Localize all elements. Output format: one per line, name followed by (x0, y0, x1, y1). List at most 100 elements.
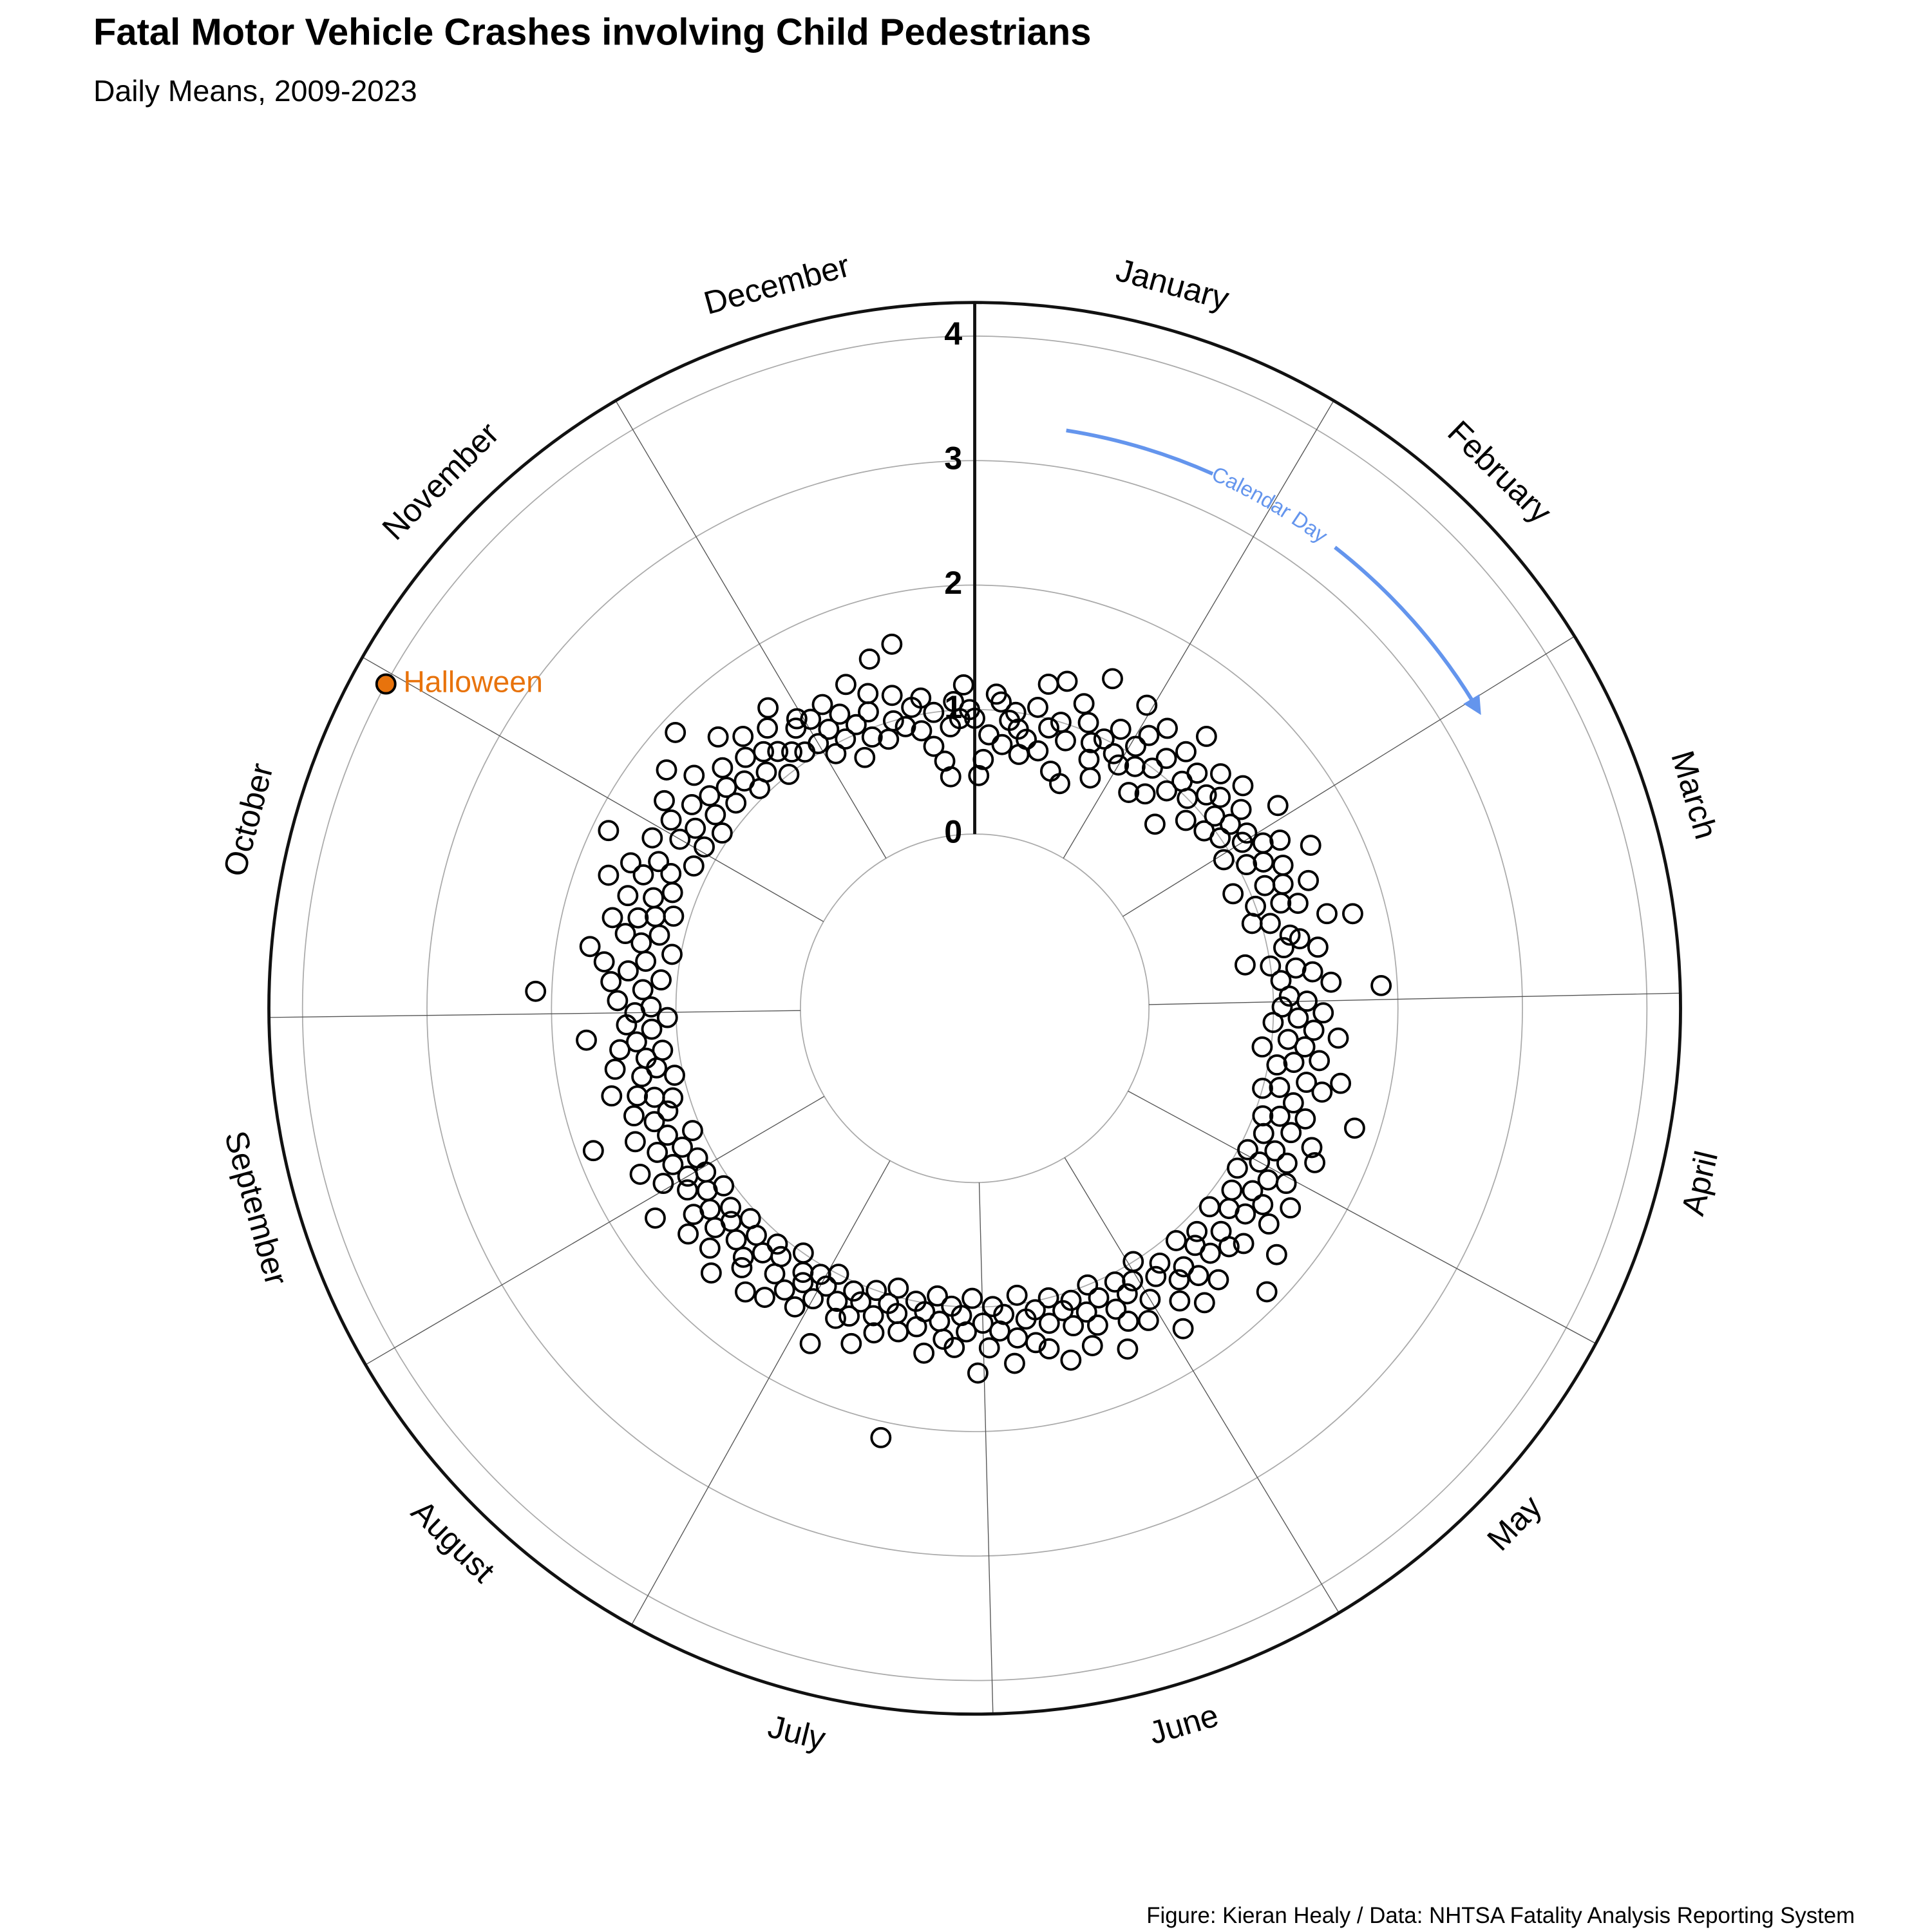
point (887, 1277, 909, 1299)
point (861, 726, 883, 748)
point (579, 936, 601, 958)
point (913, 1342, 935, 1364)
point (681, 794, 703, 815)
point (1195, 784, 1217, 806)
grid-spoke (362, 656, 824, 922)
point (1186, 762, 1208, 784)
point (1052, 1300, 1074, 1321)
point (632, 864, 654, 886)
point (1256, 1281, 1278, 1303)
point (617, 885, 639, 907)
point (1015, 1308, 1037, 1330)
chart-subtitle: Daily Means, 2009-2023 (93, 74, 417, 108)
point (641, 827, 663, 849)
grid-spoke (1128, 1090, 1596, 1344)
annotation: Halloween (403, 665, 543, 698)
point (1265, 1244, 1287, 1265)
point (878, 1293, 900, 1314)
point (1105, 1298, 1127, 1320)
point (755, 761, 777, 783)
point (1080, 732, 1102, 753)
point (601, 907, 623, 929)
point (1312, 1002, 1334, 1024)
point (1142, 757, 1163, 779)
point (835, 728, 857, 750)
point (972, 1312, 994, 1334)
y-tick-label: 4 (944, 316, 962, 352)
point (929, 1311, 951, 1332)
y-tick-label: 3 (944, 440, 962, 476)
point (858, 649, 880, 670)
month-label: March (1664, 746, 1724, 843)
grid-circle (800, 833, 1150, 1184)
point (857, 683, 879, 705)
point (1060, 1349, 1082, 1371)
point (1208, 1269, 1229, 1291)
point (770, 1245, 792, 1267)
point (1370, 974, 1392, 996)
point (1103, 743, 1124, 764)
point (1267, 795, 1289, 817)
point (1272, 873, 1294, 895)
point (1149, 1252, 1171, 1274)
point (1287, 893, 1309, 914)
point (604, 1058, 626, 1080)
point (1172, 1318, 1194, 1340)
point (1144, 813, 1166, 835)
point (1271, 996, 1293, 1018)
point (792, 1272, 814, 1294)
point (1280, 1122, 1302, 1144)
point (649, 924, 670, 946)
point (850, 1291, 872, 1313)
point (1077, 712, 1099, 734)
point (1055, 730, 1076, 752)
point (654, 790, 675, 811)
point (1088, 1287, 1110, 1309)
point (707, 726, 729, 748)
point (731, 1257, 753, 1278)
point (1320, 971, 1342, 993)
point (843, 1280, 865, 1302)
arrow-arc (1066, 428, 1214, 476)
point (683, 1204, 705, 1226)
point (648, 851, 670, 873)
grid-spoke (1122, 636, 1575, 917)
point (905, 1316, 927, 1338)
point (1027, 696, 1048, 718)
point (1234, 954, 1256, 976)
point (991, 734, 1013, 755)
point (677, 1179, 698, 1201)
point (1259, 913, 1281, 934)
point (672, 1136, 693, 1158)
point (1108, 754, 1130, 776)
point (757, 697, 779, 719)
arrow-arc (1334, 545, 1481, 715)
point (662, 1153, 684, 1175)
point (1081, 1335, 1103, 1356)
point (1269, 1105, 1291, 1127)
point (1086, 1314, 1108, 1336)
point (732, 1246, 754, 1268)
point (881, 685, 903, 706)
point (700, 1262, 722, 1284)
point (1038, 1312, 1060, 1334)
grid-spoke (615, 400, 887, 859)
grid-spoke (269, 1010, 800, 1018)
point (1327, 1027, 1349, 1049)
point (657, 1100, 679, 1122)
point (1276, 1152, 1298, 1174)
point (1257, 1169, 1279, 1191)
point (1252, 1077, 1273, 1099)
point (1283, 1052, 1305, 1074)
point (677, 1223, 699, 1245)
point (645, 905, 666, 927)
point (1304, 1151, 1326, 1173)
point (650, 969, 672, 991)
point (1253, 851, 1274, 873)
month-label: February (1441, 413, 1558, 530)
point (1279, 924, 1301, 946)
point (1307, 936, 1329, 958)
point (1218, 1198, 1240, 1220)
point (1102, 668, 1123, 690)
point (1273, 937, 1294, 959)
